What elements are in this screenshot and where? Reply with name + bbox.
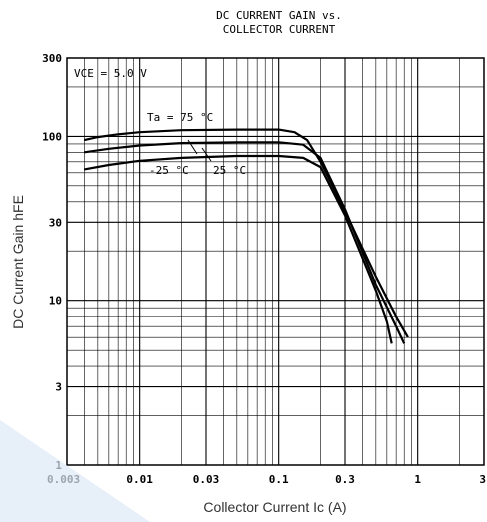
chart-title-line1: DC CURRENT GAIN vs. [216, 9, 342, 22]
chart-title-line2: COLLECTOR CURRENT [223, 23, 336, 36]
condition-annotation: VCE = 5.0 V [74, 67, 147, 80]
y-tick-label: 30 [49, 216, 62, 229]
y-tick-label: 3 [55, 381, 62, 394]
y-tick-label: 10 [49, 295, 62, 308]
x-tick-label: 1 [414, 473, 421, 486]
y-tick-label: 100 [42, 130, 62, 143]
x-tick-label: 0.3 [335, 473, 355, 486]
annotation-leader-minus25 [187, 139, 198, 155]
plus25-annotation: 25 °C [213, 164, 246, 177]
x-tick-label: 0.01 [126, 473, 153, 486]
grid-lines [67, 58, 484, 465]
series-curve-1 [84, 141, 406, 344]
y-axis-label: DC Current Gain hFE [10, 195, 26, 329]
corner-decoration [0, 420, 150, 522]
y-tick-label: 300 [42, 52, 62, 65]
y-tick-labels: 131030100300 [42, 52, 62, 472]
annotation-leader-plus25 [201, 147, 212, 162]
minus25-annotation: -25 °C [149, 164, 189, 177]
series-curves [84, 128, 409, 344]
series-curve-2 [84, 154, 393, 344]
ta-75-annotation: Ta = 75 °C [147, 111, 213, 124]
plot-frame [66, 57, 485, 466]
x-tick-label: 0.03 [193, 473, 220, 486]
x-tick-label: 3 [479, 473, 486, 486]
x-axis-label: Collector Current Ic (A) [203, 499, 346, 515]
series-curve-0 [84, 128, 409, 338]
x-tick-label: 0.1 [269, 473, 289, 486]
